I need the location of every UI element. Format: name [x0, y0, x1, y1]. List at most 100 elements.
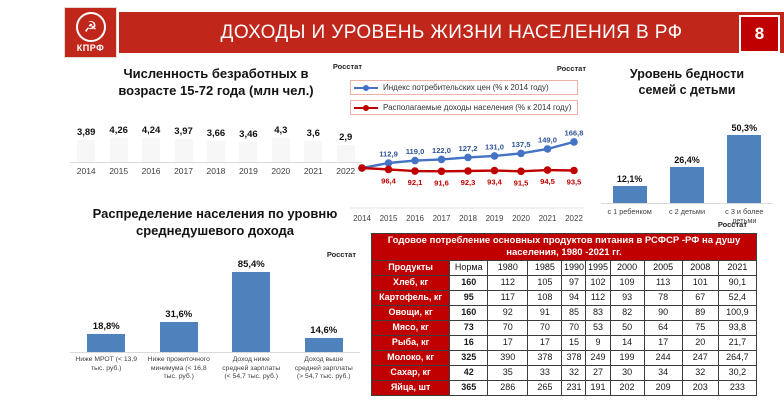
value-cell: 199 — [609, 349, 645, 366]
product-name-cell: Сахар, кг — [370, 364, 451, 381]
value-cell: 247 — [681, 349, 719, 366]
bar — [142, 137, 161, 162]
value-cell: 75 — [681, 319, 719, 336]
value-cell: 93,8 — [717, 319, 758, 336]
data-point — [384, 159, 393, 167]
bar — [612, 186, 647, 203]
column-header: 1995 — [585, 259, 611, 276]
value-cell: 160 — [449, 304, 489, 321]
data-point — [358, 164, 366, 172]
table-title-row: Годовое потребление основных продуктов п… — [371, 233, 757, 261]
value-cell: 50 — [609, 319, 645, 336]
value-cell: 70 — [487, 319, 529, 336]
category-label: 2020 — [271, 165, 291, 176]
value-cell: 105 — [527, 274, 563, 291]
data-point-label: 91,5 — [514, 178, 530, 187]
legend-marker-icon — [354, 104, 378, 111]
bar-value-label: 31,6% — [165, 309, 193, 321]
chart-poverty: Уровень бедности семей с детьми 12,1% 26,… — [593, 60, 781, 230]
table-row: Картофель, кг 95 117 108 94 112 93 78 67 52,4 — [370, 289, 758, 306]
column-header: 2000 — [609, 259, 645, 276]
column-header: 2021 — [717, 259, 758, 276]
value-cell: 117 — [487, 289, 529, 306]
value-cell: 378 — [527, 349, 563, 366]
bar — [232, 271, 271, 352]
data-point-label: 92,1 — [408, 178, 424, 187]
value-cell: 9 — [585, 334, 611, 351]
category-label: 2018 — [206, 165, 226, 176]
value-cell: 100,9 — [717, 304, 758, 321]
data-point — [437, 167, 446, 176]
bar-group: 3,89 — [70, 127, 102, 162]
product-name-cell: Хлеб, кг — [370, 274, 451, 291]
value-cell: 378 — [561, 349, 587, 366]
value-cell: 112 — [585, 289, 611, 306]
value-cell: 67 — [681, 289, 719, 306]
data-point-label: 131,0 — [485, 142, 504, 151]
value-cell: 34 — [643, 364, 683, 381]
data-point — [517, 149, 525, 158]
category-label: Доход выше средней зарплаты (> 54,7 тыс.… — [294, 355, 353, 381]
data-point — [517, 167, 525, 176]
bar — [336, 145, 355, 162]
product-name-cell: Рыба, кг — [370, 334, 451, 351]
bar — [109, 137, 128, 162]
bar-group: 3,46 — [232, 129, 264, 162]
value-cell: 244 — [643, 349, 683, 366]
category-row: Ниже МРОТ (< 13,9 тыс. руб.) Ниже прожито… — [70, 353, 360, 382]
bar-area: 12,1% 26,4% 50,3% — [601, 103, 773, 204]
category-label: Ниже МРОТ (< 13,9 тыс. руб.) — [75, 355, 138, 372]
data-point — [543, 145, 552, 153]
data-point — [411, 167, 419, 175]
data-point — [570, 166, 578, 175]
value-cell: 94 — [561, 289, 587, 306]
table-row: Молоко, кг 325 390 378 378 249 199 244 247 264,7 — [370, 349, 758, 366]
legend-label: Индекс потребительских цен (% к 2014 год… — [383, 83, 549, 92]
page-number-badge: 8 — [739, 15, 780, 53]
source-label: Росстат — [717, 220, 747, 229]
axis-year-label: 2017 — [433, 214, 451, 223]
value-cell: 17 — [527, 334, 563, 351]
bar-group: 14,6% — [288, 325, 361, 352]
bar-group: 3,97 — [167, 126, 199, 162]
bar-value-label: 18,8% — [92, 321, 120, 333]
axis-year-label: 2018 — [459, 214, 477, 223]
data-point-label: 96,4 — [381, 176, 397, 185]
bar-group: 31,6% — [143, 309, 216, 352]
value-cell: 17 — [487, 334, 529, 351]
table-row: Рыба, кг 16 17 17 15 9 14 17 20 21,7 — [370, 334, 758, 351]
chart-title: Распределение населения по уровню средне… — [92, 206, 338, 238]
bar-value-label: 3,97 — [174, 126, 193, 138]
value-cell: 365 — [449, 379, 489, 396]
source-label: Росстат — [326, 250, 356, 259]
value-cell: 20 — [681, 334, 719, 351]
category-label: Ниже прожиточного минимума (< 16,8 тыс. … — [147, 355, 210, 381]
value-cell: 17 — [643, 334, 683, 351]
value-cell: 231 — [561, 379, 587, 396]
bar-value-label: 3,66 — [206, 128, 226, 140]
bar-group: 4,26 — [102, 125, 134, 162]
column-header: Норма — [449, 259, 489, 276]
value-cell: 85 — [561, 304, 587, 321]
value-cell: 108 — [527, 289, 563, 306]
value-cell: 249 — [585, 349, 611, 366]
product-name-cell: Картофель, кг — [370, 289, 451, 306]
value-cell: 15 — [561, 334, 587, 351]
data-point-label: 92,3 — [461, 178, 476, 187]
value-cell: 191 — [585, 379, 611, 396]
table-title: Годовое потребление основных продуктов п… — [371, 233, 757, 261]
column-header: Продукты — [370, 259, 451, 276]
value-cell: 92 — [487, 304, 529, 321]
bar — [727, 134, 762, 203]
category-label: 2017 — [174, 165, 193, 176]
data-point-label: 119,0 — [406, 147, 425, 156]
value-cell: 30 — [609, 364, 645, 381]
product-name-cell: Яйца, шт — [370, 379, 451, 396]
chart-title: Численность безработных в возрасте 15-72… — [118, 66, 314, 98]
value-cell: 73 — [449, 319, 489, 336]
table-row: Овощи, кг 160 92 91 85 83 82 90 89 100,9 — [370, 304, 758, 321]
data-point-label: 149,0 — [538, 135, 557, 144]
bar-area: 18,8% 31,6% 85,4% 14,6% — [70, 242, 360, 353]
bar-value-label: 2,9 — [339, 132, 353, 144]
